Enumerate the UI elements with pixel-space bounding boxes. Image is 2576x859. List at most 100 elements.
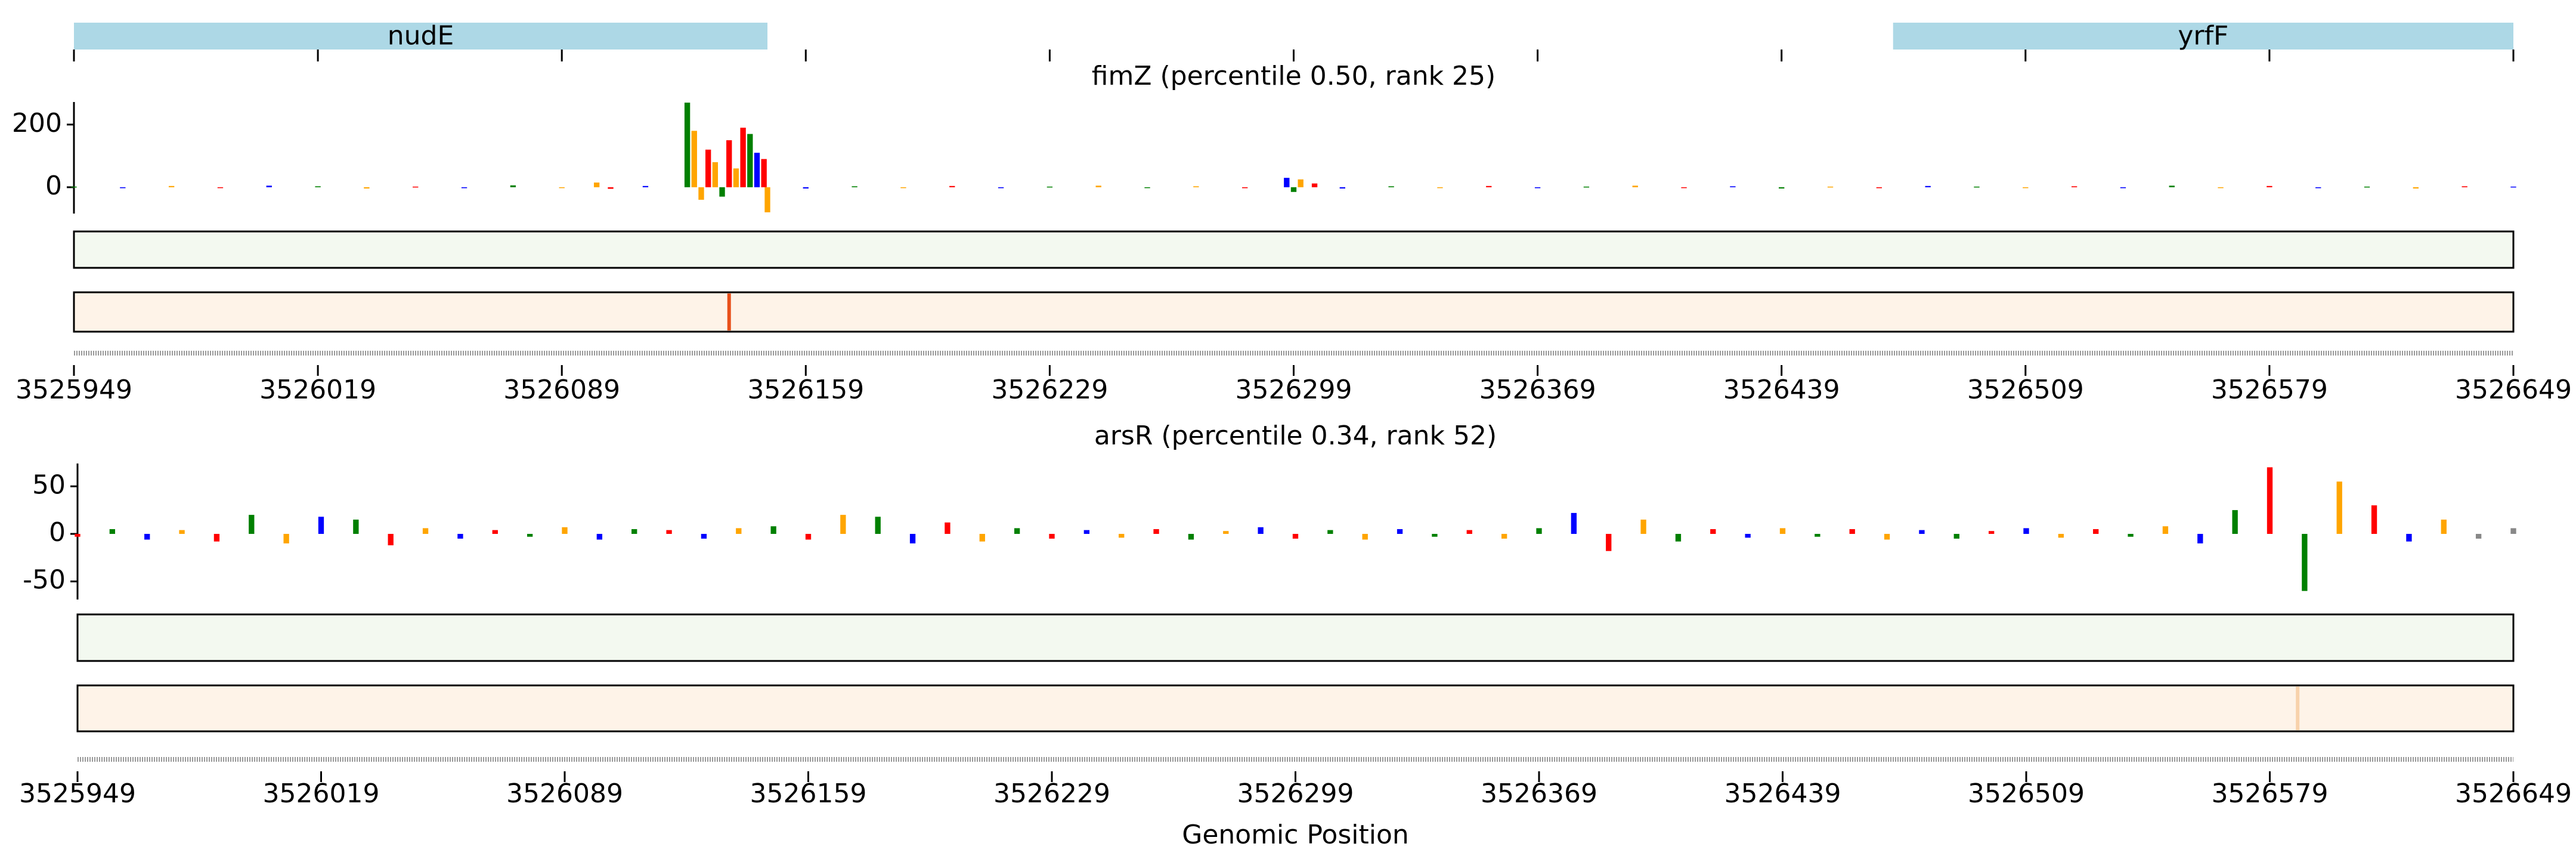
logo-bar: [1681, 187, 1687, 189]
logo-bar: [701, 533, 707, 539]
logo-bar: [1466, 530, 1472, 534]
x-tick-label: 3526649: [2455, 778, 2572, 809]
x-tick-label: 3526579: [2211, 375, 2328, 405]
gene-label: yrfF: [2178, 21, 2228, 51]
x-tick-label: 3526369: [1481, 778, 1597, 809]
logo-bar: [2093, 529, 2099, 534]
x-tick-label: 3526229: [991, 375, 1108, 405]
logo-bar: [2510, 528, 2516, 534]
logo-bar: [1223, 531, 1229, 534]
logo-bar: [2267, 467, 2273, 534]
logo-bar: [2128, 533, 2134, 537]
logo-bar: [875, 517, 881, 534]
logo-bar: [2058, 533, 2064, 538]
logo-bar: [2169, 186, 2175, 187]
logo-bar: [2071, 186, 2077, 187]
x-tick-label: 3526229: [993, 778, 1110, 809]
logo-bar: [747, 134, 753, 187]
logo-bar: [712, 162, 719, 187]
logo-bar: [705, 149, 711, 187]
logo-bar: [949, 186, 955, 187]
heatmap-strip: [73, 291, 2515, 333]
logo-bar: [1397, 529, 1403, 534]
logo-bar: [1049, 533, 1055, 539]
logo-bar: [1258, 527, 1264, 534]
logo-bar: [2023, 528, 2029, 534]
logo-bar: [2371, 505, 2377, 534]
logo-bar: [1046, 186, 1053, 188]
x-tick-label: 3526159: [750, 778, 867, 809]
logo-bar: [2302, 533, 2308, 591]
logo-bar: [1730, 186, 1736, 187]
logo-bar: [492, 530, 498, 534]
logo-bar: [283, 533, 289, 543]
logo-bar: [719, 187, 725, 197]
x-tick-label: 3526439: [1723, 375, 1840, 405]
logo-bar: [249, 515, 255, 534]
logo-bar: [1815, 533, 1820, 537]
x-tick-label: 3526509: [1967, 375, 2084, 405]
logo-bar: [2315, 187, 2321, 189]
logo-bar: [2197, 533, 2203, 543]
logo-bar: [2462, 186, 2467, 187]
logo-bar: [179, 530, 185, 534]
logo-bar: [2023, 187, 2029, 189]
logo-bar: [1193, 186, 1199, 187]
x-tick-label: 3526299: [1237, 778, 1354, 809]
logo-bar: [1779, 528, 1786, 534]
logo-bar: [217, 187, 224, 189]
logo-bar: [754, 153, 760, 187]
logo-bar: [761, 159, 767, 187]
logo-bar: [631, 529, 637, 534]
x-tick-label: 3526649: [2455, 375, 2572, 405]
logo-bar: [213, 533, 220, 542]
logo-bar: [1919, 530, 1925, 534]
logo-bar: [770, 526, 776, 534]
logo-bar: [666, 530, 672, 534]
logo-bar: [71, 186, 77, 188]
logo-bar: [1339, 187, 1345, 189]
logo-bar: [1290, 187, 1297, 192]
logo-bar: [1083, 530, 1090, 534]
gene: [74, 23, 768, 50]
x-tick-label: 3525949: [16, 375, 132, 405]
logo-bar: [805, 533, 812, 540]
logo-bar: [1292, 533, 1299, 539]
logo-bar: [979, 533, 985, 542]
y-tick-label: 0: [45, 171, 62, 201]
panel-title: fimZ (percentile 0.50, rank 25): [1092, 61, 1496, 91]
logo-bar: [120, 187, 126, 189]
x-tick-label: 3526509: [1968, 778, 2085, 809]
logo-bar: [1640, 520, 1646, 534]
logo-bar: [2218, 187, 2224, 189]
logo-bar: [562, 527, 568, 534]
logo-bar: [1144, 187, 1150, 189]
logo-bar: [2267, 186, 2272, 187]
logo-bar: [1388, 186, 1394, 187]
logo-bar: [2120, 187, 2126, 189]
logo-bar: [1571, 512, 1577, 534]
logo-bar: [2510, 186, 2516, 188]
logo-bar: [353, 520, 359, 534]
logo-bar: [740, 128, 746, 187]
logo-bar: [909, 533, 916, 543]
logo-bar: [1362, 533, 1368, 540]
logo-bar: [1298, 179, 1304, 187]
heatmap-strip: [73, 230, 2515, 269]
logo-bar: [1632, 186, 1638, 187]
logo-bar: [698, 187, 704, 200]
logo-bar: [1536, 528, 1542, 534]
logo-bar: [510, 185, 516, 187]
logo-bar: [1327, 530, 1333, 534]
logo-bar: [2406, 533, 2412, 542]
logo-bar: [1534, 187, 1541, 189]
x-tick-label: 3526299: [1236, 375, 1352, 405]
logo-bar: [998, 187, 1004, 189]
logo-bar: [1779, 187, 1785, 189]
logo-bar: [608, 187, 614, 189]
logo-bar: [1953, 533, 1959, 539]
logo-bar: [388, 533, 394, 546]
logo-bar: [1606, 533, 1612, 551]
logo-bar: [144, 533, 150, 540]
x-tick-label: 3526089: [506, 778, 623, 809]
